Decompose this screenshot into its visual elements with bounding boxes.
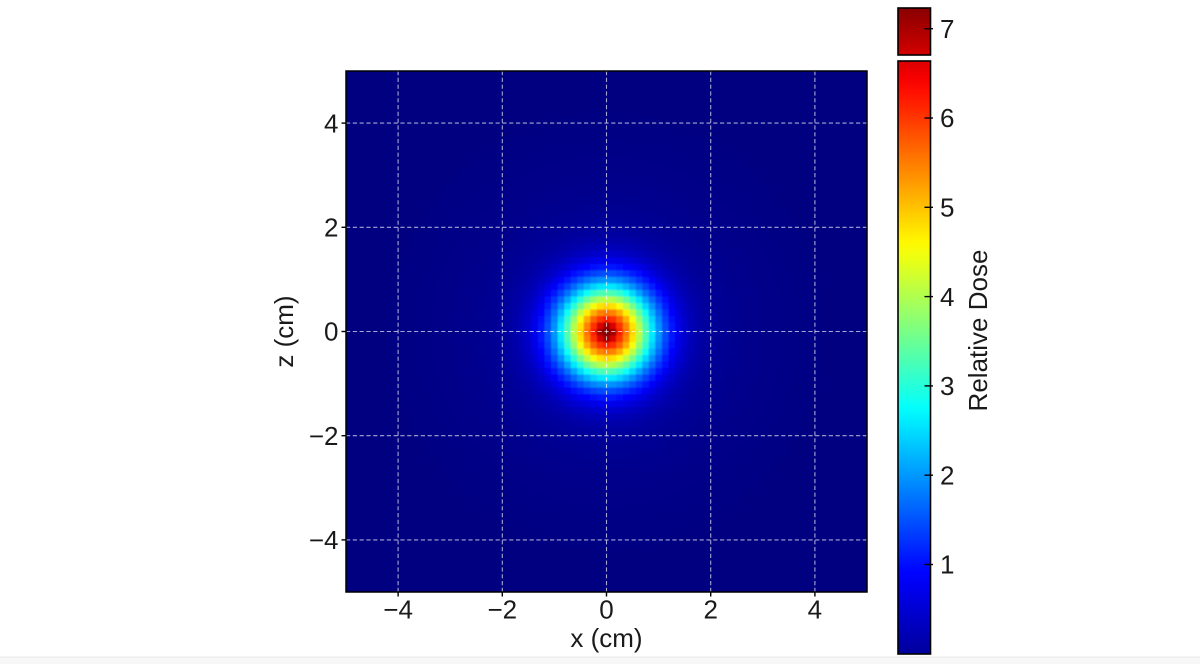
svg-text:2: 2 <box>703 595 717 625</box>
svg-text:−2: −2 <box>487 595 517 625</box>
svg-text:7: 7 <box>940 14 954 44</box>
svg-text:3: 3 <box>940 371 954 401</box>
svg-text:−4: −4 <box>383 595 413 625</box>
svg-text:1: 1 <box>940 550 954 580</box>
svg-text:0: 0 <box>599 595 613 625</box>
svg-text:4: 4 <box>324 108 338 138</box>
svg-text:z (cm): z (cm) <box>269 295 299 367</box>
svg-text:2: 2 <box>940 460 954 490</box>
svg-text:4: 4 <box>808 595 822 625</box>
svg-text:5: 5 <box>940 193 954 223</box>
svg-text:−2: −2 <box>309 421 339 451</box>
svg-text:4: 4 <box>940 282 954 312</box>
svg-text:Relative Dose: Relative Dose <box>963 250 993 412</box>
svg-text:x (cm): x (cm) <box>570 623 642 653</box>
svg-text:6: 6 <box>940 103 954 133</box>
svg-text:2: 2 <box>324 213 338 243</box>
svg-text:0: 0 <box>324 317 338 347</box>
svg-text:−4: −4 <box>309 525 339 555</box>
